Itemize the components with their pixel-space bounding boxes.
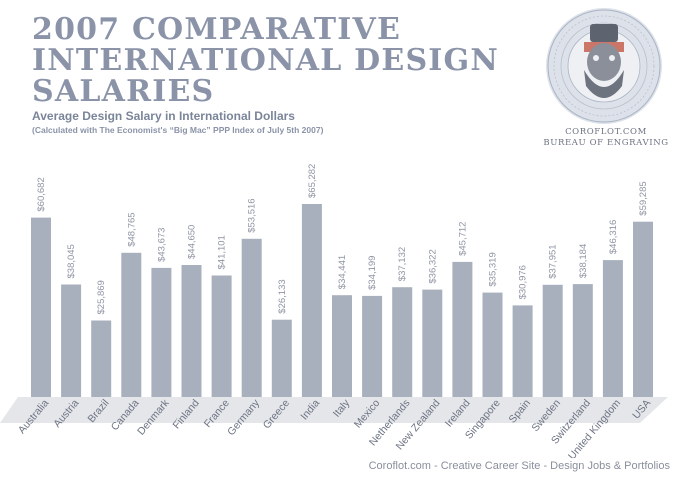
value-label: $59,285 [638,181,649,215]
seal-caption: COROFLOT.COM BUREAU OF ENGRAVING [540,127,672,149]
bar-canada [121,252,142,397]
value-label: $48,765 [126,212,137,246]
value-label: $53,516 [247,198,258,232]
bar-sweden [542,284,563,397]
bar-denmark [151,267,172,397]
chart-note: (Calculated with The Economist's “Big Ma… [32,125,324,135]
bar-singapore [482,292,503,397]
value-label: $38,045 [66,244,77,278]
seal-caption-line1: COROFLOT.COM [565,127,647,137]
chart-subtitle: Average Design Salary in International D… [32,109,295,123]
bar-united-kingdom [602,260,623,397]
bar-italy [332,295,352,397]
salary-bar-chart: $60,682Australia$38,045Austria$25,869Bra… [0,164,668,458]
value-label: $37,132 [397,247,408,281]
value-label: $43,673 [156,228,167,262]
value-label: $38,184 [578,244,589,278]
bar-germany [241,238,262,397]
bar-spain [512,305,533,397]
value-label: $36,322 [427,249,438,283]
engraving-seal-icon [546,8,662,124]
footer-credit[interactable]: Coroflot.com - Creative Career Site - De… [368,460,670,472]
value-label: $26,133 [277,279,288,313]
bar-netherlands [392,287,413,397]
bar-new-zealand [422,289,443,397]
bar-australia [31,217,51,397]
value-label: $34,199 [367,256,378,290]
chart-floor [0,397,668,423]
value-label: $44,650 [187,225,198,259]
bar-mexico [362,295,383,397]
bar-france [211,275,232,397]
value-label: $60,682 [36,177,47,211]
value-label: $34,441 [337,255,348,289]
bar-austria [61,284,82,397]
bar-india [301,204,322,397]
value-label: $30,976 [518,265,529,299]
value-label: $41,101 [217,235,228,269]
value-label: $37,951 [548,244,559,278]
value-label: $35,319 [488,252,499,286]
bar-brazil [91,320,112,397]
bar-switzerland [572,284,593,397]
bar-usa [633,221,653,397]
value-label: $46,316 [608,220,619,254]
chart-title: 2007 Comparative International Design Sa… [32,12,499,109]
seal-caption-line2: BUREAU OF ENGRAVING [543,138,669,148]
bar-ireland [452,261,473,397]
value-label: $25,869 [96,280,107,314]
bar-finland [181,265,202,397]
bar-greece [271,319,292,397]
value-label: $65,282 [307,164,318,198]
value-label: $45,712 [457,222,468,256]
